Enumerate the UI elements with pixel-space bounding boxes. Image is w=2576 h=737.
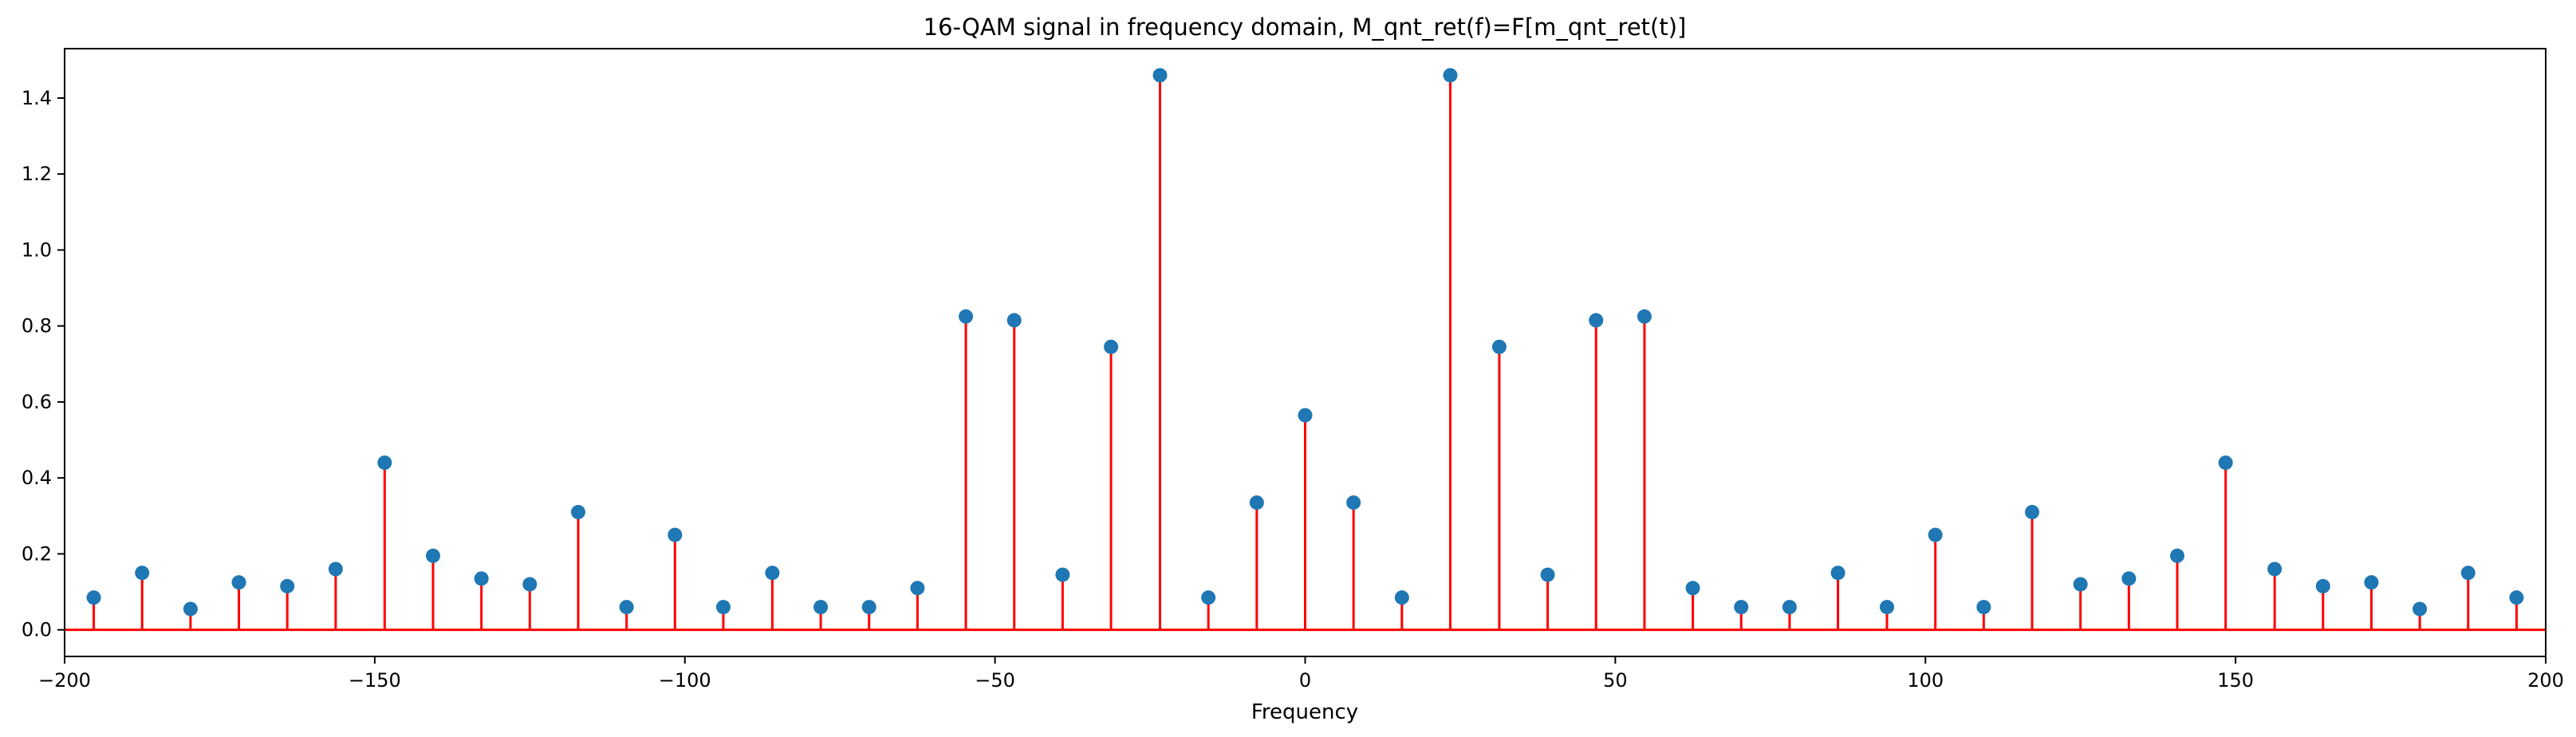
x-axis-ticks: −200 −150 −100 −50 0 50 100 150 200 [38, 656, 2564, 692]
stem-marker [1880, 600, 1895, 615]
stem-marker [668, 527, 683, 542]
stem-marker [231, 575, 246, 590]
stem-marker [1540, 567, 1555, 582]
stem-marker [2218, 455, 2233, 471]
stem-marker [1928, 527, 1943, 542]
stem-marker [1055, 567, 1070, 582]
x-tick-label: 100 [1907, 669, 1944, 692]
y-tick-label: 1.2 [22, 163, 52, 185]
stem-marker [1976, 600, 1991, 615]
x-tick-label: 50 [1603, 669, 1628, 692]
stem-marker [1104, 339, 1119, 354]
stem-marker [1830, 566, 1845, 581]
stem-marker [425, 548, 440, 563]
y-tick-label: 0.6 [22, 391, 52, 413]
stem-marker [1443, 68, 1458, 83]
stem-marker [1298, 408, 1313, 423]
stem-markers [86, 68, 2524, 617]
stem-marker [715, 600, 731, 615]
stem-marker [2460, 566, 2476, 581]
y-axis-ticks: 0.0 0.2 0.4 0.6 0.8 1.0 1.2 1.4 [22, 87, 65, 641]
stem-marker [1589, 313, 1604, 328]
x-tick-label: 200 [2527, 669, 2564, 692]
stem-marker [1685, 581, 1700, 596]
stem-marker [280, 578, 295, 593]
stem-marker [86, 590, 101, 605]
stem-marker [813, 600, 829, 615]
stem-marker [570, 505, 585, 520]
x-tick-label: −150 [349, 669, 401, 692]
stem-marker [861, 600, 876, 615]
stem-marker [1249, 495, 1264, 510]
x-tick-label: −100 [659, 669, 711, 692]
y-tick-label: 1.4 [22, 87, 52, 109]
x-tick-label: −50 [975, 669, 1015, 692]
stem-marker [328, 562, 343, 577]
stem-marker [377, 455, 392, 471]
y-tick-label: 0.4 [22, 467, 52, 489]
stem-marker [135, 566, 150, 581]
stem-marker [1394, 590, 1409, 605]
stem-marker [910, 581, 925, 596]
x-tick-label: 150 [2217, 669, 2254, 692]
stem-marker [2364, 575, 2379, 590]
x-tick-label: −200 [38, 669, 91, 692]
stem-marker [1201, 590, 1216, 605]
stem-marker [2509, 590, 2524, 605]
stem-marker [2073, 577, 2088, 592]
x-axis-label: Frequency [1251, 700, 1358, 724]
x-tick-label: 0 [1299, 669, 1311, 692]
stem-marker [765, 566, 780, 581]
stem-marker [1637, 309, 1652, 324]
y-tick-label: 0.2 [22, 542, 52, 565]
y-tick-label: 0.8 [22, 315, 52, 337]
stem-marker [1491, 339, 1507, 354]
chart-title: 16-QAM signal in frequency domain, M_qnt… [924, 14, 1687, 41]
stem-lines [93, 75, 2518, 630]
stem-marker [474, 571, 489, 586]
stem-marker [522, 577, 538, 592]
stem-marker [1152, 68, 1168, 83]
stem-marker [1006, 313, 1022, 328]
stem-marker [2025, 505, 2040, 520]
stem-marker [619, 600, 634, 615]
stem-marker [2121, 571, 2137, 586]
stem-marker [959, 309, 974, 324]
stem-marker [2413, 601, 2428, 617]
stem-marker [2267, 562, 2283, 577]
stem-marker [1346, 495, 1361, 510]
stem-marker [1782, 600, 1797, 615]
stem-marker [1734, 600, 1749, 615]
stem-marker [2170, 548, 2185, 563]
stem-marker [2315, 578, 2330, 593]
y-tick-label: 1.0 [22, 238, 52, 261]
y-tick-label: 0.0 [22, 619, 52, 641]
stem-marker [183, 601, 198, 617]
